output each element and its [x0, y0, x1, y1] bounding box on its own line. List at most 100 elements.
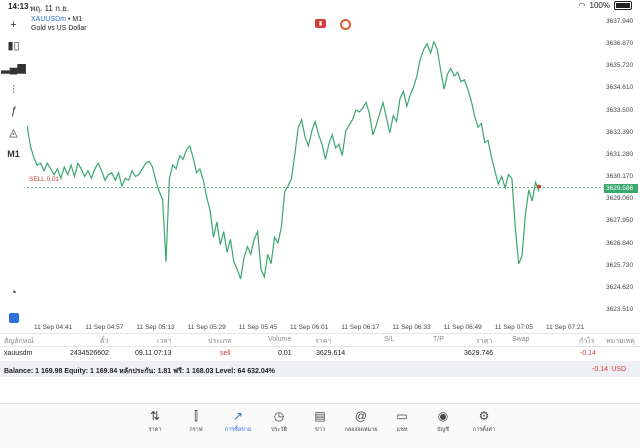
chart-toolbar: + ▮▯ ▂▄▆ ⫶ ƒ ◬ M1 ◔ — [0, 13, 27, 333]
battery-icon — [614, 1, 632, 10]
col-price: ราคา — [476, 338, 493, 345]
time-tick: 11 Sep 07:05 — [494, 324, 533, 331]
chart-timeframe: • M1 — [67, 16, 83, 23]
price-tick: 3629.060 — [606, 195, 634, 203]
nav-label: กราฟ — [189, 427, 203, 433]
price-tick: 3625.730 — [606, 261, 634, 269]
price-tick: 3637.940 — [606, 18, 634, 25]
time-tick: 11 Sep 06:01 — [290, 324, 329, 331]
price-chart[interactable] — [27, 13, 604, 323]
nav-label: ข่าว — [315, 427, 325, 433]
nav-settings[interactable]: ⚙ การตั้งค่า — [464, 409, 504, 434]
candlestick-icon[interactable]: ▮▯ — [7, 39, 20, 52]
wifi-icon: ◠ — [578, 1, 586, 10]
chart-area[interactable]: XAUUSDm • M1 Gold vs US Dollar ▮ SELL 0.… — [27, 13, 604, 323]
price-tick: 3633.500 — [606, 106, 634, 114]
nav-label: ประวัติ — [270, 427, 288, 433]
price-axis: 3637.940 3636.870 3635.720 3634.610 3633.500… — [604, 13, 640, 323]
price-tick: 3630.170 — [606, 173, 634, 181]
function-icon[interactable]: ƒ — [10, 105, 17, 117]
battery-percent: 100% — [589, 1, 610, 10]
broker-logo-icon[interactable] — [5, 310, 22, 326]
time-tick: 11 Sep 04:57 — [85, 324, 124, 331]
time-tick: 11 Sep 05:45 — [238, 324, 277, 331]
one-click-badges: ▮ — [315, 19, 351, 30]
time-tick: 11 Sep 05:29 — [187, 324, 226, 331]
status-time: 14:13 — [8, 2, 29, 11]
chart-info: XAUUSDm • M1 Gold vs US Dollar — [31, 15, 87, 33]
col-volume: Volume — [268, 336, 292, 343]
nav-label: ราคา — [148, 427, 162, 433]
price-tick: 3626.840 — [606, 239, 634, 247]
nav-quotes[interactable]: ⇅ ราคา — [135, 409, 175, 434]
row-time: 09.11 07:13 — [135, 350, 172, 357]
price-tick: 3632.390 — [606, 128, 634, 136]
col-sl: S/L — [384, 336, 395, 343]
table-row[interactable]: xauusdm 2434526602 09.11 07:13 sell 0.01… — [0, 347, 640, 362]
settings-icon: ⚙ — [478, 409, 490, 423]
bar-chart-icon[interactable]: ▂▄▆ — [1, 61, 26, 74]
nav-mailbox[interactable]: @ กล่องจดหมาย — [341, 409, 381, 434]
col-open-price: ราคา — [315, 338, 332, 345]
history-icon: ◷ — [273, 409, 285, 423]
col-comment: หมายเหตุ — [606, 338, 635, 345]
row-symbol: xauusdm — [4, 350, 33, 357]
row-type: sell — [220, 350, 231, 357]
price-tick: 3624.620 — [606, 283, 634, 291]
nav-accounts[interactable]: ◉ บัญชี — [423, 409, 463, 434]
time-tick: 11 Sep 06:33 — [392, 324, 431, 331]
nav-news[interactable]: ▤ ข่าว — [300, 409, 340, 434]
row-volume: 0.01 — [278, 350, 292, 357]
quotes-icon: ⇅ — [149, 409, 161, 423]
price-tick: 3627.950 — [606, 217, 634, 225]
nav-label: การซื้อขาย — [224, 427, 252, 433]
nav-label: การตั้งค่า — [472, 427, 496, 433]
nav-chart[interactable]: ⫿ กราฟ — [176, 409, 216, 434]
price-tick: 3631.280 — [606, 150, 634, 158]
nav-history[interactable]: ◷ ประวัติ — [259, 409, 299, 434]
sell-level-label: SELL 0.01 — [29, 176, 60, 183]
col-symbol: สัญลักษณ์ — [4, 338, 34, 345]
row-price: 3629.746 — [464, 350, 494, 357]
balance-text: Balance: 1 169.98 Equity: 1 169.84 หลักป… — [4, 368, 275, 375]
objects-icon[interactable]: ◬ — [9, 126, 18, 139]
row-open-price: 3629.614 — [316, 350, 346, 357]
col-time: เวลา — [157, 338, 172, 345]
accounts-icon: ◉ — [437, 409, 449, 423]
table-header: สัญลักษณ์ ตั๋ว เวลา ประเภท Volume ราคา S… — [0, 333, 640, 347]
time-tick: 11 Sep 06:17 — [341, 324, 380, 331]
chart-symbol: XAUUSDm — [31, 16, 67, 23]
chat-icon: ▭ — [396, 409, 408, 423]
status-bar: 14:13 พฤ. 11 ก.ย. ◠ 100% — [0, 0, 640, 13]
time-tick: 11 Sep 04:41 — [34, 324, 73, 331]
crosshair-icon[interactable]: + — [10, 19, 17, 31]
col-swap: Swap — [512, 336, 530, 343]
sell-badge-icon[interactable]: ▮ — [315, 19, 326, 28]
nav-trade[interactable]: ↗ การซื้อขาย — [218, 409, 258, 434]
positions-table: สัญลักษณ์ ตั๋ว เวลา ประเภท Volume ราคา S… — [0, 333, 640, 362]
news-icon: ▤ — [314, 409, 326, 423]
status-right: ◠ 100% — [579, 1, 632, 10]
mailbox-icon: @ — [354, 409, 368, 423]
trade-icon: ↗ — [232, 409, 244, 423]
timeframe-button[interactable]: M1 — [7, 149, 20, 159]
zoom-icon[interactable]: ◔ — [10, 287, 17, 299]
nav-chat[interactable]: ▭ แชท — [382, 409, 422, 434]
indicators-icon[interactable]: ⫶ — [12, 83, 15, 96]
price-tick: 3636.870 — [606, 40, 634, 48]
trade-circle-icon[interactable] — [340, 19, 351, 30]
time-tick: 11 Sep 07:21 — [546, 324, 585, 331]
price-tick: 3635.720 — [606, 62, 634, 70]
chart-description: Gold vs US Dollar — [31, 25, 87, 32]
balance-profit: -0.14 — [592, 366, 608, 373]
status-date: พฤ. 11 ก.ย. — [30, 4, 70, 13]
nav-label: กล่องจดหมาย — [344, 427, 378, 433]
price-line — [27, 40, 540, 280]
row-ticket: 2434526602 — [70, 350, 109, 357]
balance-bar: Balance: 1 169.98 Equity: 1 169.84 หลักป… — [0, 362, 640, 377]
col-tp: T/P — [433, 336, 444, 343]
price-tick: 3634.610 — [606, 84, 634, 92]
col-type: ประเภท — [208, 338, 232, 345]
nav-label: บัญชี — [437, 427, 449, 433]
time-tick: 11 Sep 05:13 — [136, 324, 175, 331]
